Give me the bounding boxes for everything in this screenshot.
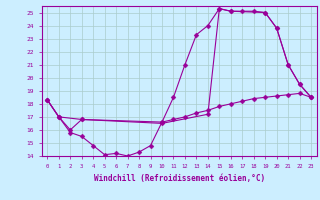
X-axis label: Windchill (Refroidissement éolien,°C): Windchill (Refroidissement éolien,°C) [94, 174, 265, 183]
